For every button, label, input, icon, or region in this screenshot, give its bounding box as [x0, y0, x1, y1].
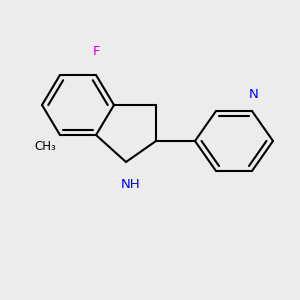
Text: N: N	[249, 88, 258, 100]
Text: NH: NH	[121, 178, 140, 191]
Text: CH₃: CH₃	[34, 140, 56, 154]
Text: F: F	[92, 46, 100, 59]
